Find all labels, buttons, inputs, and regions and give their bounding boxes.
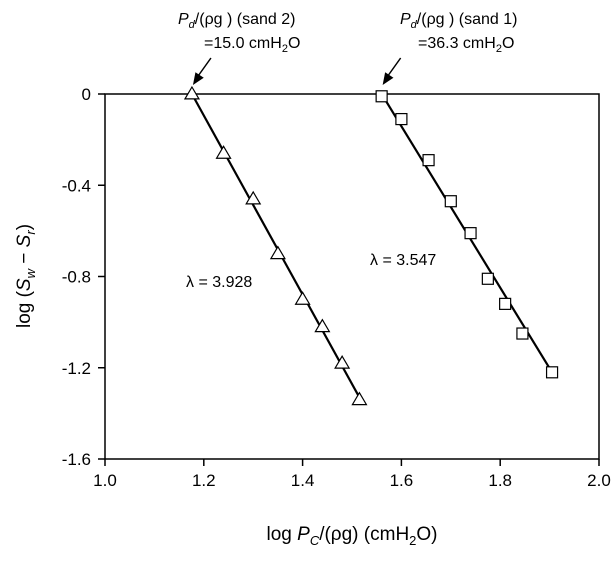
y-axis-ticks: 0 -0.4 -0.8 -1.2 -1.6 bbox=[62, 85, 105, 469]
data-point-square bbox=[375, 90, 388, 103]
y-tick-label: 0 bbox=[82, 85, 91, 104]
annotation-arrows bbox=[192, 57, 402, 85]
data-point-square bbox=[499, 297, 512, 310]
data-point-square bbox=[464, 227, 477, 240]
y-tick-label: -0.8 bbox=[62, 268, 91, 287]
x-tick-label: 1.0 bbox=[93, 471, 117, 490]
x-tick-label: 1.8 bbox=[488, 471, 512, 490]
fit-lines bbox=[190, 93, 554, 398]
data-point-triangle bbox=[334, 355, 351, 369]
lambda-label-sand1: λ = 3.547 bbox=[370, 252, 436, 269]
lambda-label-sand2: λ = 3.928 bbox=[186, 274, 252, 291]
data-point-triangle bbox=[294, 291, 311, 305]
fit-line-sand-2 bbox=[190, 93, 361, 398]
data-point-triangle bbox=[183, 85, 200, 100]
y-tick-label: -1.6 bbox=[62, 450, 91, 469]
data-point-square bbox=[395, 112, 408, 126]
y-axis-label: log (Sw − Sr) bbox=[14, 224, 38, 328]
data-point-triangle bbox=[351, 391, 368, 406]
data-markers bbox=[183, 85, 559, 406]
annotation-sand2-line2: =15.0 cmH2O bbox=[204, 35, 300, 55]
data-point-square bbox=[481, 272, 494, 285]
data-point-square bbox=[516, 327, 529, 340]
x-tick-label: 1.6 bbox=[390, 471, 414, 490]
data-point-square bbox=[422, 154, 435, 167]
data-point-square bbox=[444, 195, 457, 208]
x-axis-label: log PC/(ρg) (cmH2O) bbox=[266, 524, 437, 548]
x-tick-label: 1.2 bbox=[192, 471, 216, 490]
y-tick-label: -0.4 bbox=[62, 176, 91, 195]
data-point-triangle bbox=[314, 318, 331, 333]
x-tick-label: 2.0 bbox=[587, 471, 611, 490]
data-point-triangle bbox=[215, 145, 232, 159]
x-axis-ticks: 1.0 1.2 1.4 1.6 1.8 2.0 bbox=[93, 459, 611, 490]
data-point-triangle bbox=[269, 245, 286, 260]
y-tick-label: -1.2 bbox=[62, 359, 91, 378]
annotation-sand1-line2: =36.3 cmH2O bbox=[418, 35, 514, 55]
data-point-square bbox=[545, 366, 559, 379]
annotation-sand1-line1: Pd/(ρg ) (sand 1) bbox=[400, 11, 517, 31]
annotation-sand2-line1: Pd/(ρg ) (sand 2) bbox=[178, 11, 295, 31]
x-tick-label: 1.4 bbox=[291, 471, 315, 490]
annotation-arrow-head bbox=[382, 72, 394, 85]
annotation-arrow-head bbox=[192, 72, 204, 85]
data-point-triangle bbox=[245, 190, 262, 205]
